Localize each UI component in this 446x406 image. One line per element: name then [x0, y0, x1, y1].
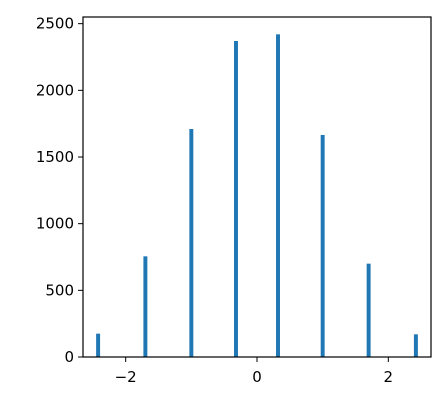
plot-frame [82, 16, 432, 358]
y-axis: 0 500 1000 1500 2000 2500 [36, 15, 83, 366]
x-tick-label: 2 [384, 368, 394, 386]
bar-5 [320, 135, 325, 357]
x-tick-label: 0 [252, 368, 262, 386]
x-axis: −2 0 2 [115, 357, 393, 386]
bar-1 [143, 256, 148, 357]
y-tick-label: 1500 [36, 148, 74, 166]
y-tick-label: 500 [45, 281, 74, 299]
bar-series [96, 34, 418, 357]
y-tick-label: 0 [64, 348, 74, 366]
bar-3 [234, 41, 238, 357]
bar-2 [189, 129, 194, 357]
bar-0 [96, 333, 101, 357]
y-tick-label: 1000 [36, 215, 74, 233]
y-tick-label: 2500 [36, 15, 74, 33]
bar-6 [366, 263, 371, 357]
bar-4 [276, 34, 280, 357]
bar-7 [413, 334, 418, 357]
y-tick-label: 2000 [36, 81, 74, 99]
x-tick-label: −2 [115, 368, 137, 386]
